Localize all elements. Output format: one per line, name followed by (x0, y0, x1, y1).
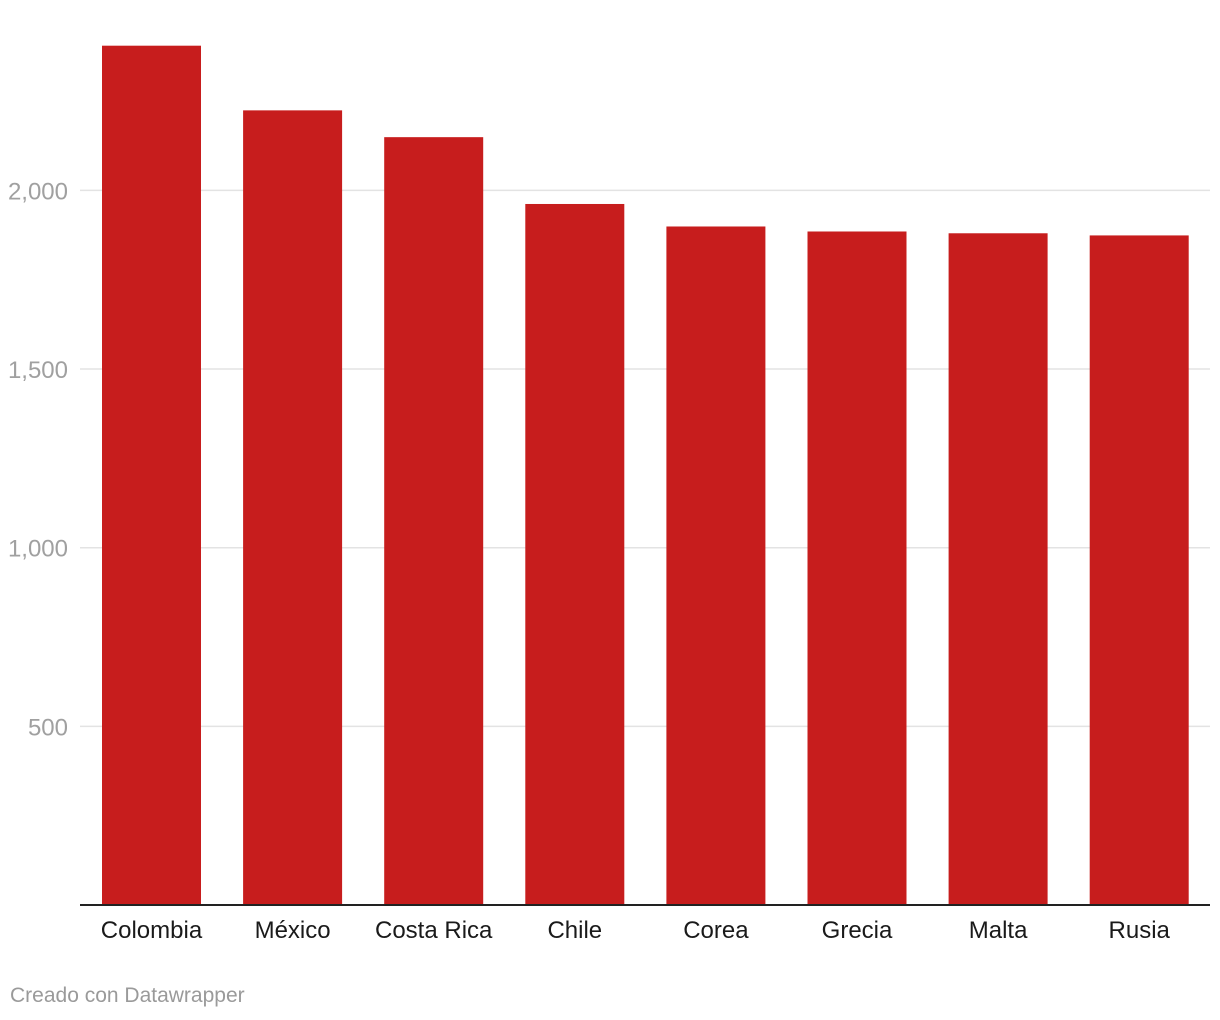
x-category-label: Colombia (101, 917, 203, 944)
y-tick-label: 1,000 (8, 536, 68, 563)
bar (243, 110, 343, 905)
x-category-label: México (255, 917, 331, 944)
bar (807, 231, 907, 905)
y-tick-label: 500 (28, 714, 68, 741)
bar (384, 137, 484, 905)
bar (948, 233, 1048, 905)
bar-chart: 500 1,000 1,500 2,000 Colombia México Costa R… (8, 45, 1210, 944)
bar (102, 45, 201, 906)
x-axis-category-labels: Colombia México Costa Rica Chile Corea Grecia… (101, 917, 1171, 944)
x-category-label: Costa Rica (375, 917, 493, 944)
bar (525, 203, 625, 905)
x-category-label: Corea (683, 917, 749, 944)
y-axis-tick-labels: 500 1,000 1,500 2,000 (8, 178, 68, 741)
bars (102, 45, 1189, 906)
y-tick-label: 2,000 (8, 178, 68, 205)
y-tick-label: 1,500 (8, 357, 68, 384)
x-category-label: Chile (547, 917, 602, 944)
credit-text: Creado con Datawrapper (10, 984, 245, 1007)
bar (1089, 235, 1189, 905)
x-category-label: Grecia (822, 917, 893, 944)
bar (666, 226, 766, 905)
x-category-label: Malta (969, 917, 1028, 944)
x-category-label: Rusia (1109, 917, 1171, 944)
